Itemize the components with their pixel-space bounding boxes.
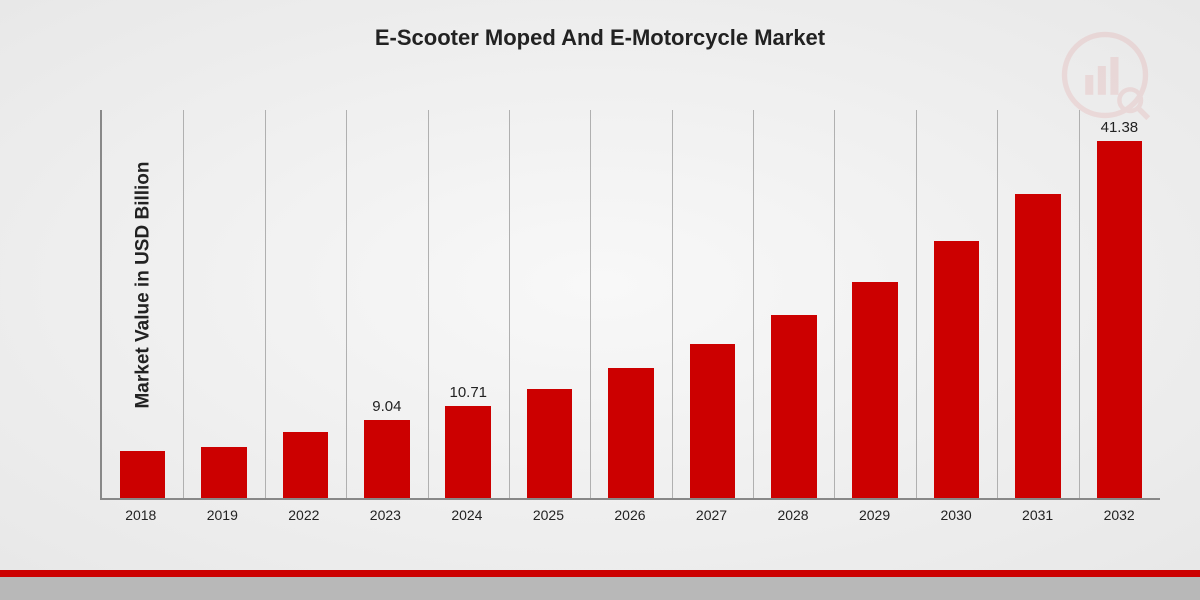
x-axis-label: 2031 [997, 507, 1079, 523]
bar [608, 368, 654, 498]
bar: 9.04 [364, 420, 410, 498]
x-axis-label: 2024 [426, 507, 508, 523]
grid-line [183, 110, 184, 498]
bar-value-label: 41.38 [1101, 119, 1139, 136]
bar [690, 344, 736, 498]
bar [201, 447, 247, 498]
chart-container: E-Scooter Moped And E-Motorcycle Market … [0, 0, 1200, 570]
x-axis-label: 2019 [182, 507, 264, 523]
bar [283, 432, 329, 498]
bar-slot [753, 110, 834, 498]
bar: 10.71 [445, 406, 491, 498]
grid-line [509, 110, 510, 498]
x-axis-label: 2028 [752, 507, 834, 523]
bar [934, 241, 980, 498]
x-axis-label: 2029 [834, 507, 916, 523]
bar-slot [102, 110, 183, 498]
grid-line [753, 110, 754, 498]
grid-line [346, 110, 347, 498]
bars-container: 9.04 10.71 41.38 [102, 110, 1160, 498]
x-axis-label: 2018 [100, 507, 182, 523]
x-axis-label: 2025 [508, 507, 590, 523]
bottom-stripe [0, 570, 1200, 600]
bar [1015, 194, 1061, 498]
bar [527, 389, 573, 499]
x-axis-label: 2022 [263, 507, 345, 523]
bar-slot [590, 110, 671, 498]
bar-slot [672, 110, 753, 498]
grid-line [997, 110, 998, 498]
bar [120, 451, 166, 498]
bar-slot: 10.71 [428, 110, 509, 498]
bar-slot: 9.04 [346, 110, 427, 498]
stripe-red [0, 570, 1200, 577]
x-axis-labels: 2018201920222023202420252026202720282029… [100, 507, 1160, 523]
bar-value-label: 10.71 [449, 384, 487, 401]
bar-slot [183, 110, 264, 498]
bar [852, 282, 898, 498]
bar-value-label: 9.04 [372, 398, 401, 415]
x-axis-label: 2027 [671, 507, 753, 523]
grid-line [1079, 110, 1080, 498]
grid-line [265, 110, 266, 498]
watermark-logo [1060, 30, 1150, 120]
stripe-gray [0, 577, 1200, 600]
bar: 41.38 [1097, 141, 1143, 498]
x-axis-label: 2030 [915, 507, 997, 523]
bar-slot [835, 110, 916, 498]
grid-line [834, 110, 835, 498]
grid-line [672, 110, 673, 498]
bar [771, 315, 817, 498]
x-axis-label: 2026 [589, 507, 671, 523]
grid-line [916, 110, 917, 498]
bar-slot [509, 110, 590, 498]
bar-slot [916, 110, 997, 498]
x-axis-label: 2023 [345, 507, 427, 523]
bar-slot [265, 110, 346, 498]
grid-line [590, 110, 591, 498]
bar-slot: 41.38 [1079, 110, 1160, 498]
grid-line [428, 110, 429, 498]
bar-slot [997, 110, 1078, 498]
x-axis-label: 2032 [1078, 507, 1160, 523]
plot-area: 9.04 10.71 41.38 [100, 110, 1160, 500]
chart-title: E-Scooter Moped And E-Motorcycle Market [375, 25, 825, 51]
